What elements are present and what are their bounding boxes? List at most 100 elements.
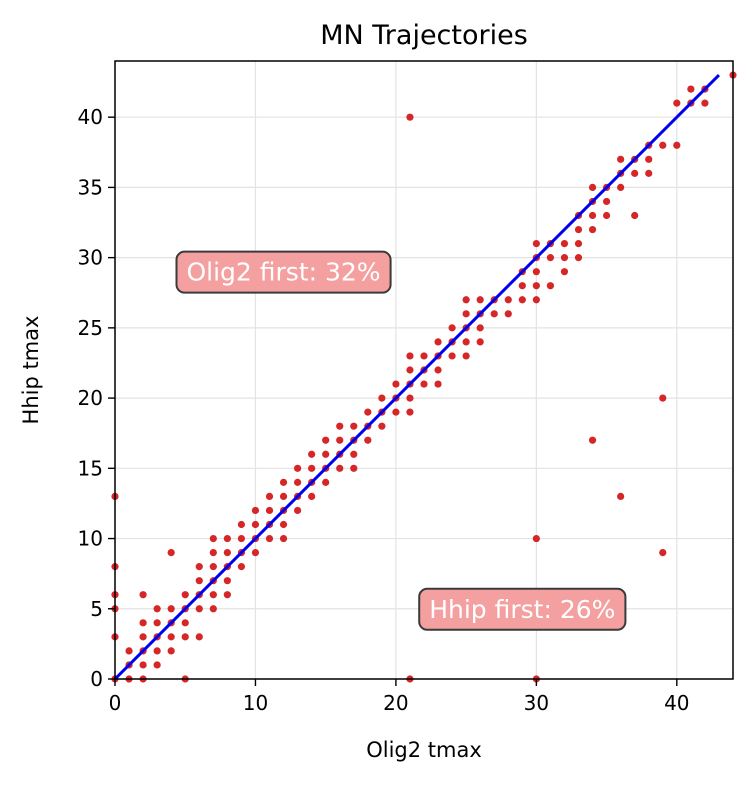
data-point xyxy=(265,534,274,543)
data-point xyxy=(420,352,428,360)
data-point xyxy=(279,534,288,543)
data-point xyxy=(336,422,344,430)
annotation-background xyxy=(175,250,392,294)
data-point xyxy=(532,296,540,304)
data-point xyxy=(251,520,260,529)
data-point xyxy=(181,633,189,641)
data-point xyxy=(223,534,231,543)
data-point xyxy=(336,464,344,472)
data-point xyxy=(687,85,695,93)
data-point xyxy=(518,296,526,304)
data-point xyxy=(209,563,217,571)
data-point xyxy=(602,197,611,206)
data-point xyxy=(701,99,709,107)
x-tick-label: 0 xyxy=(109,691,122,715)
data-point xyxy=(560,268,569,276)
y-tick-label: 40 xyxy=(78,105,103,129)
data-point xyxy=(645,169,653,177)
data-point xyxy=(378,394,386,402)
data-point xyxy=(308,492,316,501)
y-tick-label: 10 xyxy=(78,527,103,551)
data-point xyxy=(350,422,358,430)
x-tick-label: 40 xyxy=(664,691,689,715)
data-point xyxy=(209,605,217,613)
data-point xyxy=(406,394,414,402)
data-point xyxy=(392,408,400,416)
x-tick-label: 20 xyxy=(383,691,408,715)
data-point xyxy=(406,366,414,374)
data-point xyxy=(574,225,583,234)
data-point xyxy=(181,591,189,599)
data-point xyxy=(588,436,597,444)
data-point xyxy=(518,282,526,290)
data-point xyxy=(350,464,358,472)
y-axis-label: Hhip tmax xyxy=(19,316,43,425)
data-point xyxy=(659,141,667,149)
data-point xyxy=(265,492,274,501)
data-point xyxy=(406,113,414,121)
data-point xyxy=(153,605,161,613)
data-point xyxy=(448,352,456,360)
data-point xyxy=(602,211,611,220)
data-point xyxy=(490,310,498,318)
reference-line xyxy=(113,73,721,681)
data-point xyxy=(574,239,583,248)
data-point xyxy=(322,478,330,486)
data-point xyxy=(673,141,681,149)
data-point xyxy=(364,436,372,444)
annotations: Olig2 first: 32% Hhip first: 26% xyxy=(175,250,627,631)
data-point xyxy=(462,296,470,304)
data-point xyxy=(209,591,217,599)
data-point xyxy=(223,577,231,585)
data-point xyxy=(406,352,414,360)
data-point xyxy=(167,633,175,641)
data-point xyxy=(588,225,597,234)
data-point xyxy=(265,506,274,515)
x-tick-label: 30 xyxy=(524,691,549,715)
data-point xyxy=(336,436,344,444)
data-point xyxy=(434,338,442,346)
data-point xyxy=(462,352,470,360)
data-point xyxy=(139,633,147,641)
chart-title: MN Trajectories xyxy=(320,20,528,51)
data-point xyxy=(476,324,484,332)
data-point xyxy=(588,183,597,192)
data-point xyxy=(673,99,681,107)
y-tick-label: 0 xyxy=(90,667,103,691)
data-point xyxy=(237,520,246,529)
data-point xyxy=(546,254,555,262)
data-point xyxy=(293,478,302,486)
annotation-text: Olig2 first: 32% xyxy=(186,258,380,287)
x-tick-label: 10 xyxy=(243,691,268,715)
data-point xyxy=(476,338,484,346)
data-point xyxy=(631,169,639,177)
data-point xyxy=(167,605,175,613)
data-point xyxy=(659,394,667,402)
data-point xyxy=(448,324,456,332)
data-point xyxy=(279,478,288,486)
data-point xyxy=(504,310,512,318)
data-point xyxy=(195,605,203,613)
annotation-background xyxy=(418,587,627,631)
data-point xyxy=(546,282,555,290)
data-point xyxy=(532,239,540,248)
data-point xyxy=(279,492,288,501)
data-point xyxy=(279,520,288,529)
data-point xyxy=(153,619,161,627)
x-axis-label: Olig2 tmax xyxy=(366,738,482,762)
data-point xyxy=(532,268,540,276)
data-point xyxy=(462,310,470,318)
data-point xyxy=(659,548,667,557)
data-point xyxy=(350,450,358,458)
data-point xyxy=(237,563,246,571)
data-point xyxy=(434,380,442,388)
data-point xyxy=(237,534,246,543)
y-tick-label: 20 xyxy=(78,386,103,410)
data-point xyxy=(125,647,133,655)
data-point xyxy=(223,548,231,557)
data-point xyxy=(139,619,147,627)
data-point xyxy=(574,254,583,262)
data-point xyxy=(195,577,203,585)
data-point xyxy=(293,464,302,472)
